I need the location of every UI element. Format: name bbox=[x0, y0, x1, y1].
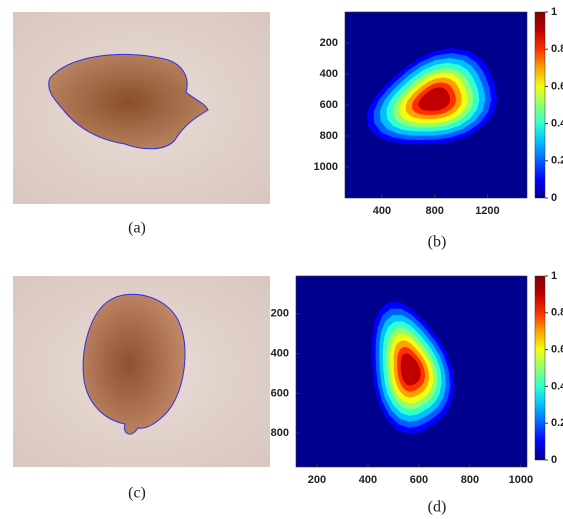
colorbar-tick-label: 0.8 bbox=[551, 43, 563, 55]
y-tick-label: 200 bbox=[271, 308, 289, 320]
colorbar-tick-label: 0.4 bbox=[551, 380, 563, 392]
x-tick-label: 400 bbox=[359, 474, 377, 486]
y-tick-label: 600 bbox=[320, 99, 338, 111]
colorbar-tick-label: 1 bbox=[551, 270, 557, 282]
y-tick-label: 800 bbox=[271, 427, 289, 439]
colorbar-tick-label: 0 bbox=[551, 454, 557, 466]
colorbar bbox=[534, 11, 546, 199]
x-tick-label: 600 bbox=[410, 474, 428, 486]
colorbar-tick-label: 0.2 bbox=[551, 417, 563, 429]
panel-label: (b) bbox=[428, 234, 447, 251]
x-tick-label: 200 bbox=[308, 474, 326, 486]
photo-a bbox=[13, 12, 270, 204]
y-tick-label: 400 bbox=[271, 348, 289, 360]
colorbar-tick-label: 1 bbox=[551, 6, 557, 18]
colorbar-tick-label: 0.6 bbox=[551, 344, 563, 356]
x-tick-label: 1000 bbox=[509, 474, 533, 486]
panel-label: (a) bbox=[128, 220, 146, 237]
y-tick-label: 1000 bbox=[314, 161, 338, 173]
y-tick-label: 400 bbox=[320, 68, 338, 80]
panel-label: (d) bbox=[428, 499, 447, 516]
x-tick-label: 800 bbox=[461, 474, 479, 486]
panel-label: (c) bbox=[128, 485, 146, 502]
colorbar-tick-label: 0.2 bbox=[551, 155, 563, 167]
colorbar-tick-label: 0.4 bbox=[551, 118, 563, 130]
photo-c bbox=[13, 276, 270, 467]
y-tick-label: 200 bbox=[320, 37, 338, 49]
colorbar-tick-label: 0.6 bbox=[551, 80, 563, 92]
contour-band bbox=[400, 353, 421, 386]
colorbar-tick-label: 0 bbox=[551, 192, 557, 204]
y-tick-label: 800 bbox=[320, 130, 338, 142]
x-tick-label: 400 bbox=[373, 205, 391, 217]
x-tick-label: 1200 bbox=[475, 205, 499, 217]
x-tick-label: 800 bbox=[426, 205, 444, 217]
y-tick-label: 600 bbox=[271, 387, 289, 399]
contour-band bbox=[418, 87, 451, 111]
colorbar bbox=[534, 275, 546, 461]
colorbar-tick-label: 0.8 bbox=[551, 307, 563, 319]
axes-frame bbox=[295, 275, 528, 468]
